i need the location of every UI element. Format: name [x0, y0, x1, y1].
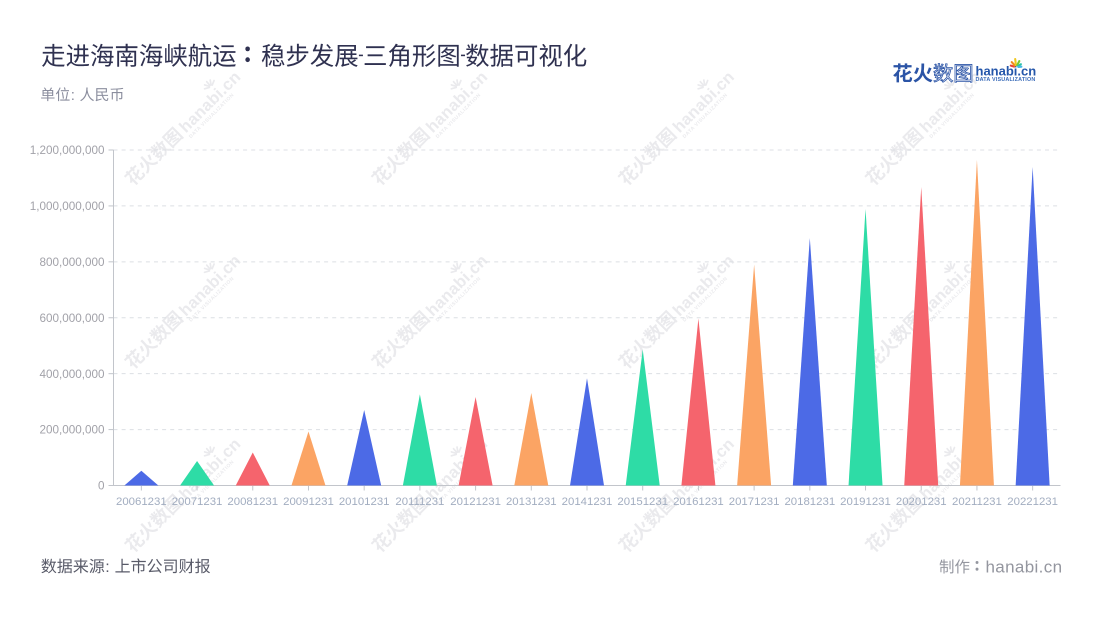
svg-text:20141231: 20141231 [562, 496, 613, 508]
svg-text:400,000,000: 400,000,000 [40, 368, 105, 381]
svg-text:20181231: 20181231 [784, 496, 835, 508]
svg-text:20171231: 20171231 [729, 496, 780, 508]
svg-text::: : [105, 559, 109, 576]
svg-text:20191231: 20191231 [840, 496, 891, 508]
svg-text:20061231: 20061231 [116, 496, 167, 508]
svg-text:20101231: 20101231 [339, 496, 390, 508]
svg-text:600,000,000: 600,000,000 [40, 312, 105, 325]
svg-text:hanabi.cn: hanabi.cn [176, 68, 244, 136]
svg-text:hanabi.cn: hanabi.cn [670, 68, 738, 136]
svg-text:20201231: 20201231 [896, 496, 947, 508]
svg-text:hanabi.cn: hanabi.cn [176, 251, 244, 319]
svg-text:20211231: 20211231 [952, 496, 1002, 508]
svg-text:800,000,000: 800,000,000 [40, 256, 105, 269]
svg-text:hanabi.cn: hanabi.cn [176, 435, 244, 503]
svg-text:hanabi.cn: hanabi.cn [986, 557, 1063, 576]
svg-text:20091231: 20091231 [283, 496, 334, 508]
svg-text:20161231: 20161231 [673, 496, 724, 508]
svg-text:20131231: 20131231 [506, 496, 557, 508]
svg-text:20081231: 20081231 [227, 496, 278, 508]
svg-text::: : [71, 87, 75, 104]
svg-text:20071231: 20071231 [172, 496, 223, 508]
svg-text:hanabi.cn: hanabi.cn [423, 68, 491, 136]
svg-text:200,000,000: 200,000,000 [40, 424, 105, 437]
svg-text:hanabi.cn: hanabi.cn [670, 251, 738, 319]
svg-text:DATA VISUALIZATION: DATA VISUALIZATION [976, 77, 1036, 83]
svg-text:0: 0 [98, 480, 105, 493]
svg-text:20221231: 20221231 [1007, 496, 1058, 508]
svg-text:20111231: 20111231 [395, 496, 444, 508]
svg-text:20151231: 20151231 [617, 496, 668, 508]
svg-text:20121231: 20121231 [450, 496, 501, 508]
svg-text:1,200,000,000: 1,200,000,000 [30, 144, 105, 157]
svg-text:1,000,000,000: 1,000,000,000 [30, 200, 105, 213]
